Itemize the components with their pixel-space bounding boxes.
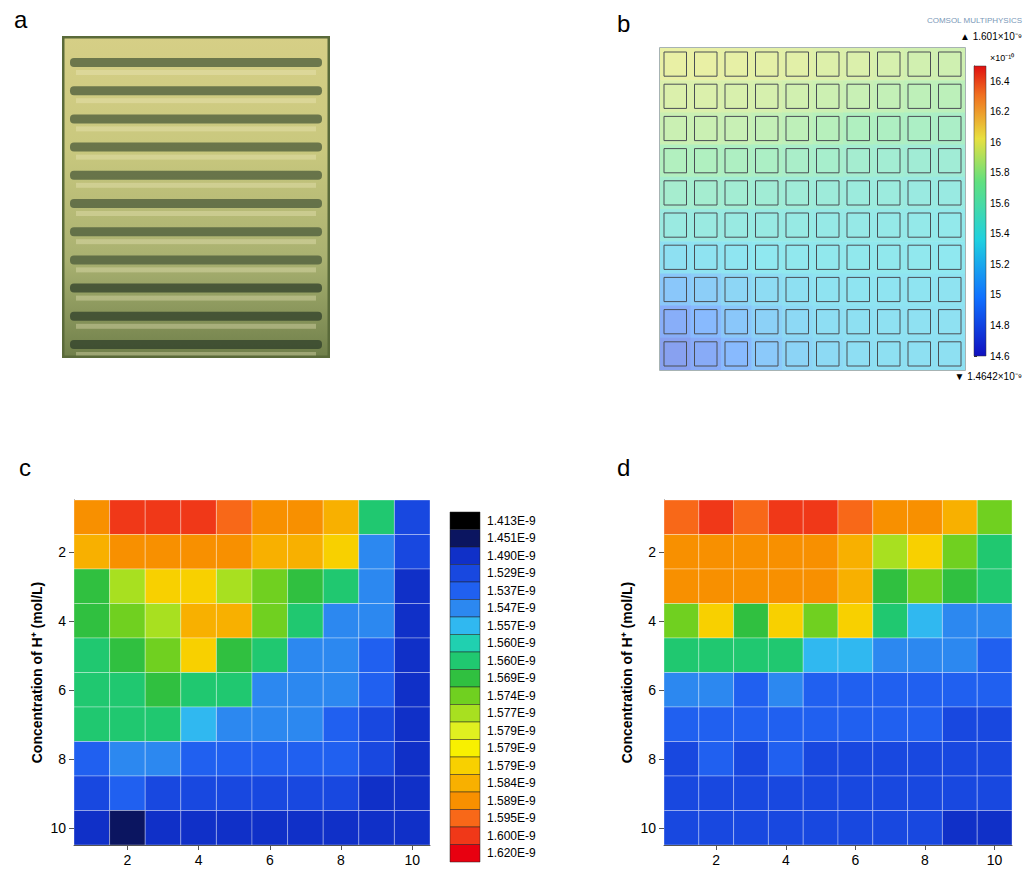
svg-text:1.560E-9: 1.560E-9 — [487, 636, 536, 650]
svg-text:▼ 1.4642×10⁻⁹: ▼ 1.4642×10⁻⁹ — [954, 371, 1022, 382]
svg-text:1.579E-9: 1.579E-9 — [487, 759, 536, 773]
svg-text:14.8: 14.8 — [990, 320, 1010, 331]
svg-text:10: 10 — [987, 852, 1003, 868]
svg-text:1.584E-9: 1.584E-9 — [487, 776, 536, 790]
svg-text:Concentration of H⁺ (mol/L): Concentration of H⁺ (mol/L) — [29, 582, 45, 764]
svg-text:1.579E-9: 1.579E-9 — [487, 741, 536, 755]
svg-text:1.529E-9: 1.529E-9 — [487, 566, 536, 580]
svg-text:2: 2 — [712, 852, 720, 868]
svg-text:Concentration of H⁺ (mol/L): Concentration of H⁺ (mol/L) — [619, 582, 635, 764]
svg-text:1.595E-9: 1.595E-9 — [487, 811, 536, 825]
svg-text:1.569E-9: 1.569E-9 — [487, 671, 536, 685]
svg-text:COMSOL MULTIPHYSICS: COMSOL MULTIPHYSICS — [927, 16, 1022, 25]
svg-text:1.574E-9: 1.574E-9 — [487, 689, 536, 703]
svg-text:15.6: 15.6 — [990, 198, 1010, 209]
svg-text:6: 6 — [648, 682, 656, 698]
svg-text:1.589E-9: 1.589E-9 — [487, 794, 536, 808]
svg-text:1.557E-9: 1.557E-9 — [487, 619, 536, 633]
svg-text:8: 8 — [648, 751, 656, 767]
svg-text:1.490E-9: 1.490E-9 — [487, 549, 536, 563]
svg-text:10: 10 — [50, 820, 66, 836]
svg-text:d: d — [617, 454, 630, 481]
svg-text:1.547E-9: 1.547E-9 — [487, 601, 536, 615]
svg-text:2: 2 — [124, 852, 132, 868]
svg-text:15: 15 — [990, 289, 1002, 300]
svg-text:10: 10 — [640, 820, 656, 836]
svg-text:16.2: 16.2 — [990, 106, 1010, 117]
svg-text:4: 4 — [782, 852, 790, 868]
svg-text:4: 4 — [648, 613, 656, 629]
svg-text:1.577E-9: 1.577E-9 — [487, 706, 536, 720]
svg-text:10: 10 — [404, 852, 420, 868]
svg-text:8: 8 — [337, 852, 345, 868]
svg-text:8: 8 — [58, 751, 66, 767]
svg-text:2: 2 — [58, 544, 66, 560]
svg-text:×10⁻¹⁰: ×10⁻¹⁰ — [990, 53, 1014, 63]
svg-text:16: 16 — [990, 137, 1002, 148]
svg-text:1.600E-9: 1.600E-9 — [487, 829, 536, 843]
svg-text:2: 2 — [648, 544, 656, 560]
svg-text:15.8: 15.8 — [990, 167, 1010, 178]
svg-text:6: 6 — [266, 852, 274, 868]
html-text:a: a — [14, 6, 28, 33]
svg-text:15.2: 15.2 — [990, 259, 1010, 270]
svg-text:▲ 1.601×10⁻⁹: ▲ 1.601×10⁻⁹ — [960, 31, 1022, 42]
svg-text:1.451E-9: 1.451E-9 — [487, 531, 536, 545]
svg-text:1.537E-9: 1.537E-9 — [487, 584, 536, 598]
svg-text:c: c — [19, 454, 31, 481]
svg-text:4: 4 — [195, 852, 203, 868]
svg-text:1.413E-9: 1.413E-9 — [487, 514, 536, 528]
svg-text:1.620E-9: 1.620E-9 — [487, 846, 536, 860]
svg-text:6: 6 — [58, 682, 66, 698]
svg-text:15.4: 15.4 — [990, 228, 1010, 239]
svg-text:1.579E-9: 1.579E-9 — [487, 724, 536, 738]
svg-text:4: 4 — [58, 613, 66, 629]
svg-text:6: 6 — [852, 852, 860, 868]
svg-text:1.560E-9: 1.560E-9 — [487, 654, 536, 668]
svg-text:16.4: 16.4 — [990, 76, 1010, 87]
svg-text:b: b — [617, 10, 630, 37]
svg-text:14.6: 14.6 — [990, 351, 1010, 362]
svg-text:8: 8 — [921, 852, 929, 868]
